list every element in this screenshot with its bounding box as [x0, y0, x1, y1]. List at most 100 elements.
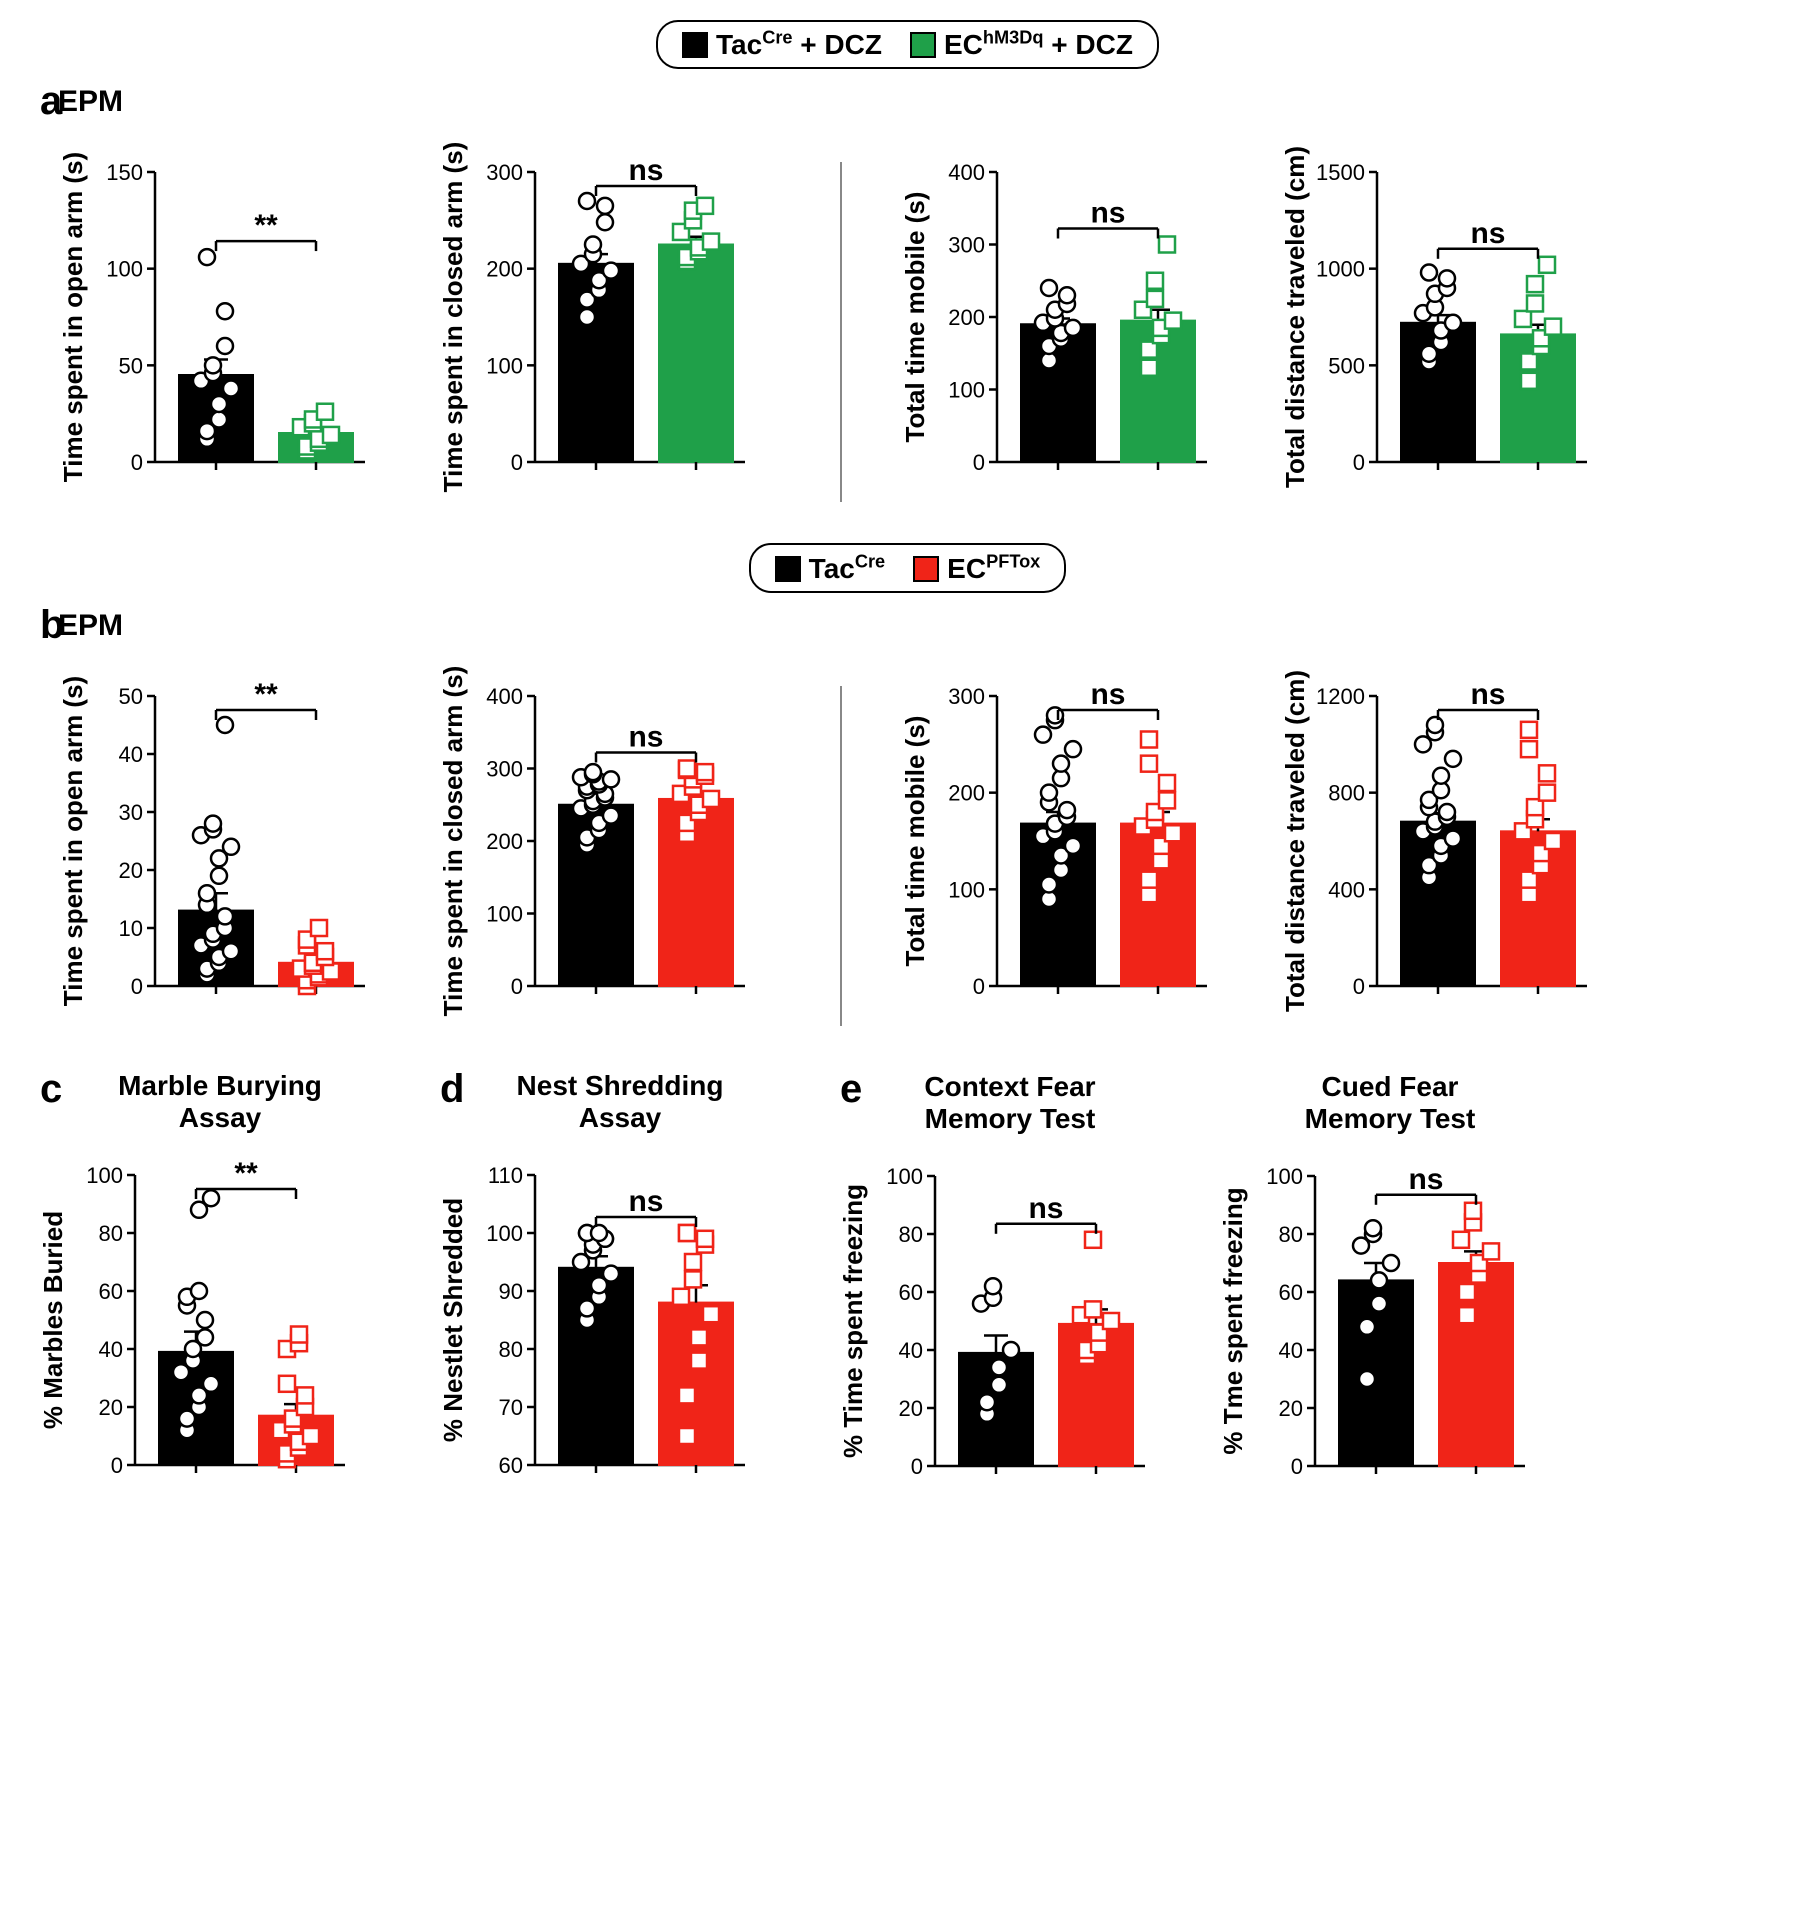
data-point [691, 1352, 707, 1368]
svg-text:Time spent in closed arm (s): Time spent in closed arm (s) [440, 142, 468, 493]
chart-wrap: 01020304050**Time spent in open arm (s) [60, 656, 400, 1041]
svg-text:Time spent in closed arm (s): Time spent in closed arm (s) [440, 665, 468, 1016]
svg-text:% Marbles Buried: % Marbles Buried [40, 1211, 68, 1429]
divider [840, 686, 842, 1026]
svg-text:500: 500 [1328, 354, 1365, 379]
data-point [217, 908, 233, 924]
chart-b2: 0100200300400nsTime spent in closed arm … [440, 656, 780, 1036]
data-point [1041, 280, 1057, 296]
data-point [1371, 1272, 1387, 1288]
chart-d1: 60708090100110ns% Nestlet Shredded [440, 1135, 780, 1515]
svg-text:% Time spent freezing: % Time spent freezing [840, 1184, 868, 1458]
svg-text:100: 100 [1266, 1164, 1303, 1189]
data-point [597, 198, 613, 214]
data-point [1065, 837, 1081, 853]
svg-text:40: 40 [99, 1337, 123, 1362]
svg-text:80: 80 [99, 1221, 123, 1246]
legend-label: TacCre + DCZ [716, 29, 882, 60]
data-point [1147, 273, 1163, 289]
svg-text:100: 100 [486, 1221, 523, 1246]
data-point [1521, 354, 1537, 370]
data-point [991, 1359, 1007, 1375]
svg-text:300: 300 [486, 160, 523, 185]
data-point [205, 815, 221, 831]
svg-text:ns: ns [628, 154, 663, 187]
svg-text:150: 150 [106, 160, 143, 185]
svg-text:20: 20 [1279, 1396, 1303, 1421]
svg-text:**: ** [254, 209, 278, 242]
svg-text:Total time mobile (s): Total time mobile (s) [902, 192, 930, 443]
svg-text:**: ** [254, 678, 278, 711]
data-point [1433, 767, 1449, 783]
data-point [1527, 276, 1543, 292]
chart-wrap: 050010001500nsTotal distance traveled (c… [1282, 132, 1622, 517]
svg-text:90: 90 [499, 1279, 523, 1304]
data-point [205, 358, 221, 374]
data-point [1141, 871, 1157, 887]
svg-text:Time spent in open arm (s): Time spent in open arm (s) [60, 152, 88, 482]
svg-text:400: 400 [486, 684, 523, 709]
data-point [1445, 315, 1461, 331]
svg-text:ns: ns [1470, 217, 1505, 250]
chart-wrap: 04008001200nsTotal distance traveled (cm… [1282, 656, 1622, 1041]
svg-text:0: 0 [131, 450, 143, 475]
data-point [1035, 726, 1051, 742]
svg-text:60: 60 [1279, 1280, 1303, 1305]
data-point [591, 1225, 607, 1241]
data-point [1059, 802, 1075, 818]
data-point [703, 1306, 719, 1322]
svg-text:% Tme spent freezing: % Tme spent freezing [1220, 1187, 1248, 1454]
legend-swatch [913, 556, 939, 582]
svg-text:100: 100 [948, 877, 985, 902]
data-point [1141, 755, 1157, 771]
svg-text:20: 20 [119, 858, 143, 883]
svg-text:1000: 1000 [1316, 257, 1365, 282]
chart-wrap: 0100200300400nsTotal time mobile (s) [902, 132, 1242, 517]
data-point [191, 1283, 207, 1299]
data-point [1159, 775, 1175, 791]
svg-text:**: ** [234, 1157, 258, 1190]
data-point [291, 1326, 307, 1342]
svg-text:20: 20 [99, 1395, 123, 1420]
panel-d-title: Nest ShreddingAssay [460, 1067, 780, 1135]
svg-text:110: 110 [488, 1163, 523, 1188]
svg-text:100: 100 [86, 1163, 123, 1188]
svg-text:70: 70 [499, 1395, 523, 1420]
data-point [1359, 1371, 1375, 1387]
svg-text:0: 0 [973, 450, 985, 475]
panel-cde-row: cMarble BuryingAssay020406080100**% Marb… [40, 1067, 1795, 1521]
svg-text:300: 300 [948, 684, 985, 709]
data-point [211, 867, 227, 883]
data-point [1159, 237, 1175, 253]
data-point [1059, 288, 1075, 304]
svg-text:40: 40 [899, 1338, 923, 1363]
chart-e2: 020406080100ns% Tme spent freezing [1220, 1136, 1560, 1516]
data-point [703, 234, 719, 250]
data-point [1539, 784, 1555, 800]
data-point [1539, 257, 1555, 273]
data-point [1165, 825, 1181, 841]
data-point [691, 1329, 707, 1345]
chart-b3: 0100200300nsTotal time mobile (s) [902, 656, 1242, 1036]
data-point [199, 249, 215, 265]
svg-text:20: 20 [899, 1396, 923, 1421]
data-point [323, 427, 339, 443]
data-point [217, 304, 233, 320]
data-point [1459, 1284, 1475, 1300]
svg-text:200: 200 [948, 780, 985, 805]
data-point [223, 943, 239, 959]
data-point [603, 771, 619, 787]
chart-title: Context FearMemory Test [924, 1068, 1095, 1136]
chart-wrap: 050100150**Time spent in open arm (s) [60, 132, 400, 517]
bar [659, 245, 733, 463]
svg-text:60: 60 [499, 1453, 523, 1478]
svg-text:0: 0 [911, 1454, 923, 1479]
legend-label: TacCre [809, 553, 886, 584]
data-point [1365, 1220, 1381, 1236]
data-point [203, 1190, 219, 1206]
data-point [199, 885, 215, 901]
svg-text:ns: ns [628, 1185, 663, 1218]
data-point [697, 1230, 713, 1246]
data-point [679, 760, 695, 776]
svg-text:300: 300 [948, 233, 985, 258]
